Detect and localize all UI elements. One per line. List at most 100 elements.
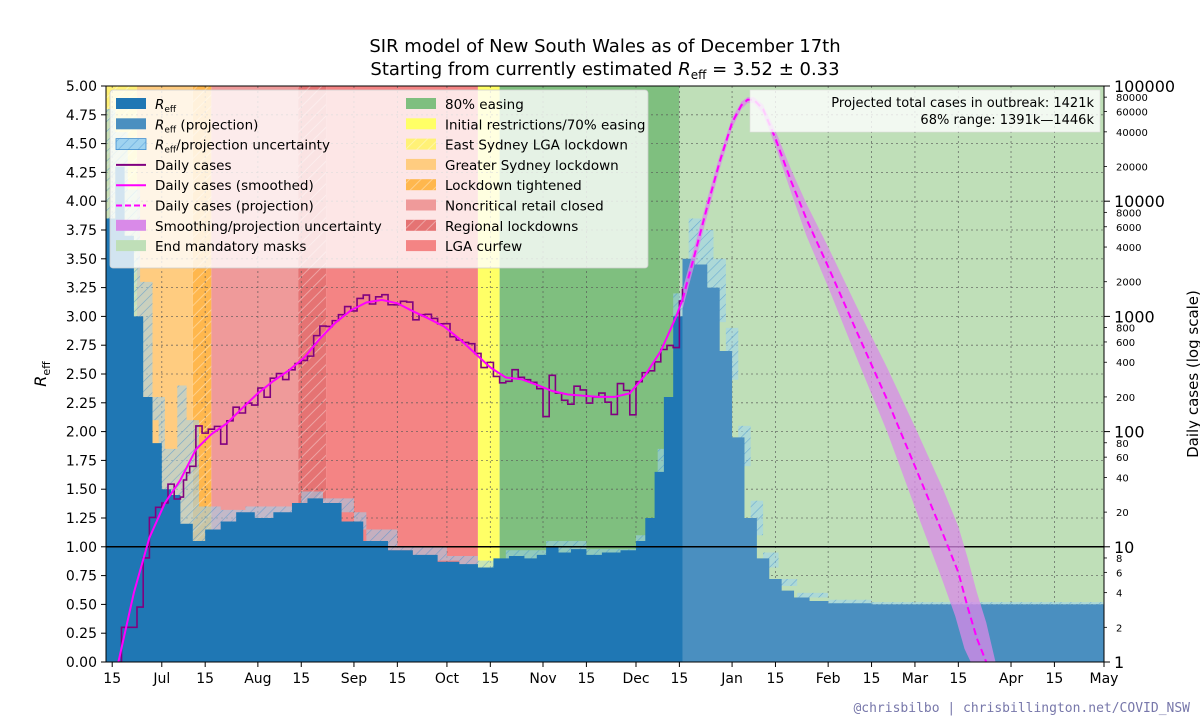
- legend-swatch-hatch-east: [406, 138, 436, 150]
- x-tick-label-2021-11-15: 15: [577, 671, 595, 687]
- y-left-tick-label-4.50: 4.50: [66, 137, 97, 153]
- daily-cases-smoothed-line: [117, 298, 684, 662]
- y-left-tick-label-5.00: 5.00: [66, 79, 97, 95]
- x-tick-label-2022-03-15: 15: [949, 671, 967, 687]
- reff-projection-area: [682, 258, 1104, 662]
- y-axis-right-label: Daily cases (log scale): [1184, 290, 1200, 458]
- y-right-minor-tick-label-80000: 80000: [1116, 93, 1148, 104]
- y-right-major-tick-label-10: 10: [1114, 538, 1134, 557]
- legend-label-reff_unc-subscript: eff: [164, 146, 177, 156]
- y-right-minor-tick-label-6: 6: [1116, 568, 1122, 579]
- cases-projection-uncertainty-band: [682, 97, 996, 662]
- y-right-minor-tick-label-40: 40: [1116, 473, 1129, 484]
- y-left-tick-label-0.25: 0.25: [66, 626, 97, 642]
- y-right-minor-tick-label-40000: 40000: [1116, 128, 1148, 139]
- legend-swatch-reff-uncertainty-hatch: [116, 138, 146, 150]
- legend-label-reff: Reff: [155, 97, 177, 115]
- projection-annotation-line-1: Projected total cases in outbreak: 1421k: [831, 96, 1094, 111]
- legend-label-easing70: Initial restrictions/70% easing: [445, 117, 645, 133]
- x-tick-label-2022-03-01: Mar: [902, 671, 929, 687]
- legend-label-greater: Greater Sydney lockdown: [445, 158, 619, 174]
- legend-swatch-greater: [406, 158, 436, 170]
- legend-label-regional: Regional lockdowns: [445, 219, 578, 235]
- x-tick-label-2021-10-01: Oct: [435, 671, 460, 687]
- y-left-tick-label-2.25: 2.25: [66, 396, 97, 412]
- y-right-minor-tick-label-200: 200: [1116, 393, 1135, 404]
- x-tick-label-2021-09-01: Sep: [341, 671, 368, 687]
- legend-swatch-end-masks: [116, 240, 146, 252]
- legend-label-reff-subscript: eff: [164, 105, 177, 115]
- legend-label-smoothed: Daily cases (smoothed): [155, 178, 314, 194]
- y-right-minor-tick-label-2: 2: [1116, 623, 1122, 634]
- y-left-tick-label-1.25: 1.25: [66, 511, 97, 527]
- daily-cases-line: [118, 288, 684, 662]
- projection-annotation-box: [749, 89, 1101, 133]
- y-left-tick-label-3.25: 3.25: [66, 281, 97, 297]
- x-tick-label-2021-12-01: Dec: [622, 671, 649, 687]
- legend-label-daily: Daily cases: [155, 158, 232, 174]
- legend-label-reff-symbol: R: [155, 97, 164, 113]
- title-r-symbol: R: [678, 59, 691, 80]
- title-line-2-prefix: Starting from currently estimated: [370, 59, 678, 80]
- y-right-minor-tick-label-6000: 6000: [1116, 223, 1141, 234]
- x-tick-label-2022-02-15: 15: [863, 671, 881, 687]
- legend-swatch-hatch-regional: [406, 219, 436, 231]
- reff-area: [106, 166, 683, 662]
- y-left-tick-label-4.75: 4.75: [66, 108, 97, 124]
- title-line-1: SIR model of New South Wales as of Decem…: [369, 36, 840, 57]
- title: SIR model of New South Wales as of Decem…: [369, 36, 840, 82]
- y-right-minor-tick-label-600: 600: [1116, 338, 1135, 349]
- y-right-major-tick-label-10000: 10000: [1114, 192, 1165, 211]
- projection-annotation: Projected total cases in outbreak: 1421k…: [749, 89, 1101, 133]
- legend-swatch-easing70: [406, 118, 436, 130]
- legend-label-reff_proj-symbol: R: [155, 117, 164, 133]
- x-tick-label-2022-01-15: 15: [767, 671, 785, 687]
- y-axis-left: 0.00 0.25 0.50 0.75 1.00 1.25 1.50 1.75 2.00 2.25…: [66, 79, 106, 671]
- y-axis-left-label-symbol: R: [31, 376, 50, 387]
- x-tick-label-2022-05-01: May: [1090, 671, 1119, 687]
- x-tick-label-2021-07-01: Jul: [152, 671, 170, 687]
- y-right-major-tick-label-100: 100: [1114, 423, 1145, 442]
- legend-swatch-curfew: [406, 240, 436, 252]
- x-tick-label-2021-08-15: 15: [292, 671, 310, 687]
- legend-swatch-easing80: [406, 98, 436, 109]
- y-right-minor-tick-label-2000: 2000: [1116, 278, 1141, 289]
- credit: @chrisbilbo | chrisbillington.net/COVID_…: [853, 701, 1190, 716]
- y-right-minor-tick-label-60: 60: [1116, 453, 1129, 464]
- legend-label-reff_proj-subscript: eff: [164, 125, 177, 135]
- title-r-subscript: eff: [691, 68, 707, 82]
- x-tick-label-2021-11-01: Nov: [529, 671, 556, 687]
- legend-swatch-retail: [406, 199, 436, 211]
- y-left-tick-label-1.50: 1.50: [66, 482, 97, 498]
- y-right-minor-tick-label-20000: 20000: [1116, 163, 1148, 174]
- legend-label-easing80: 80% easing: [445, 97, 524, 113]
- x-tick-label-2021-09-15: 15: [388, 671, 406, 687]
- legend-swatch-reff: [116, 98, 146, 109]
- legend-label-smooth_unc: Smoothing/projection uncertainty: [155, 219, 382, 235]
- y-left-tick-label-3.50: 3.50: [66, 252, 97, 268]
- legend-label-reff_proj: Reff (projection): [155, 117, 258, 135]
- title-line-2-suffix: = 3.52 ± 0.33: [706, 59, 839, 80]
- cases-layer: [117, 97, 996, 662]
- legend-label-reff_proj-text: (projection): [176, 117, 258, 133]
- y-right-minor-tick-label-8: 8: [1116, 554, 1122, 565]
- x-tick-label-2021-10-15: 15: [481, 671, 499, 687]
- daily-cases-projection-line: [681, 98, 988, 662]
- y-left-tick-label-3.75: 3.75: [66, 223, 97, 239]
- y-left-tick-label-2.75: 2.75: [66, 338, 97, 354]
- legend-label-retail: Noncritical retail closed: [445, 199, 604, 215]
- projection-annotation-line-2: 68% range: 1391k—1446k: [920, 113, 1094, 128]
- y-left-tick-label-3.00: 3.00: [66, 309, 97, 325]
- y-right-minor-tick-label-80: 80: [1116, 439, 1129, 450]
- y-axis-right: 1 10 100 1000 10000 100000 2 4 6 8 20 40 60 80 200 400 6…: [1104, 77, 1175, 672]
- legend-label-tightened: Lockdown tightened: [445, 178, 582, 194]
- legend-label-east: East Sydney LGA lockdown: [445, 138, 628, 154]
- y-right-major-tick-label-1: 1: [1114, 653, 1124, 672]
- x-tick-label-2021-06-15: 15: [103, 671, 121, 687]
- y-right-major-tick-label-100000: 100000: [1114, 77, 1175, 96]
- y-right-minor-tick-label-20: 20: [1116, 508, 1129, 519]
- x-tick-label-2021-08-01: Aug: [244, 671, 271, 687]
